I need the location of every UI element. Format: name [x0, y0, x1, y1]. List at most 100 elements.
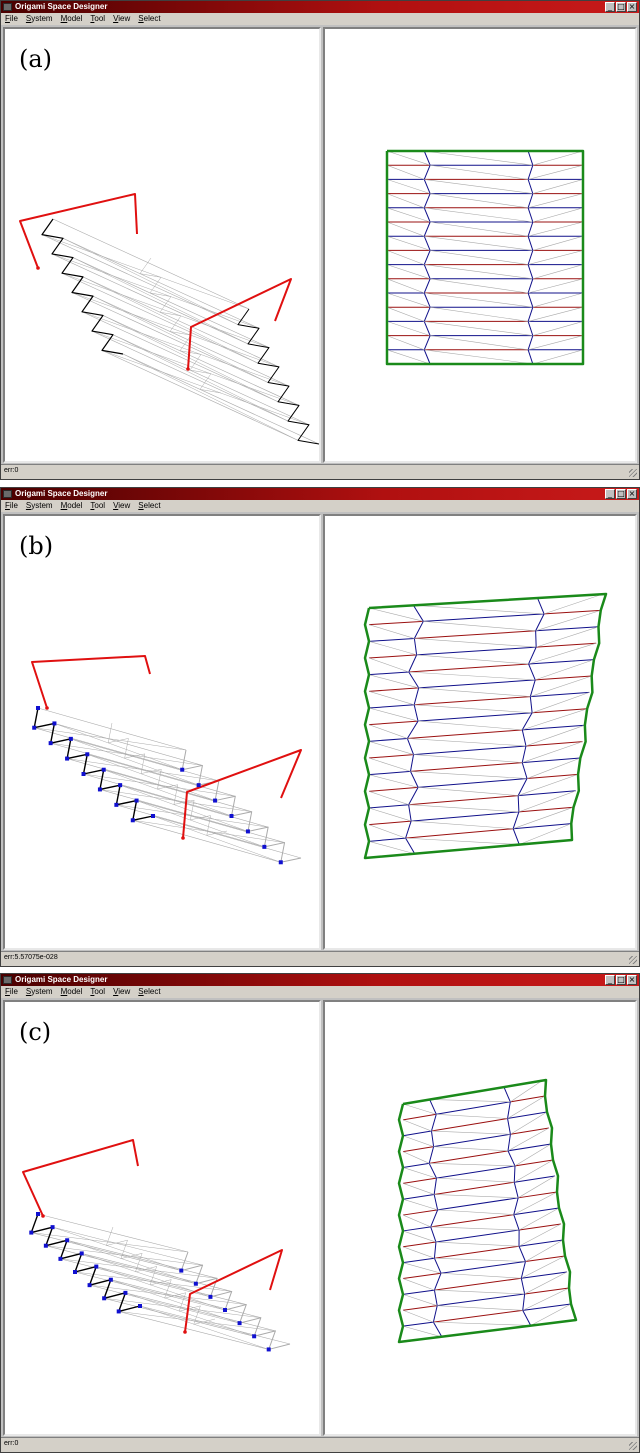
- crease-pattern-pane[interactable]: [323, 514, 637, 950]
- selected-vertex[interactable]: [138, 1304, 142, 1308]
- selected-vertex[interactable]: [87, 1283, 92, 1288]
- selected-vertex[interactable]: [278, 860, 283, 865]
- view-3d-pane[interactable]: (a): [3, 27, 321, 463]
- menu-view[interactable]: View: [109, 13, 134, 25]
- selected-vertex[interactable]: [36, 706, 40, 710]
- selected-vertex[interactable]: [43, 1243, 48, 1248]
- menu-file[interactable]: File: [1, 986, 22, 998]
- menu-select[interactable]: Select: [134, 986, 164, 998]
- folded-model-canvas[interactable]: [5, 1002, 319, 1434]
- resize-grip-icon[interactable]: [629, 469, 637, 477]
- menu-model[interactable]: Model: [57, 986, 87, 998]
- selected-vertex[interactable]: [223, 1308, 227, 1312]
- selected-vertex[interactable]: [193, 1281, 198, 1286]
- title-bar[interactable]: Origami Space Designer _ □ ×: [1, 488, 639, 500]
- menu-view[interactable]: View: [109, 986, 134, 998]
- maximize-icon[interactable]: □: [616, 2, 626, 12]
- close-icon[interactable]: ×: [627, 2, 637, 12]
- selected-vertex[interactable]: [97, 787, 102, 792]
- constraint-endpoint[interactable]: [186, 367, 190, 371]
- selected-vertex[interactable]: [48, 741, 53, 746]
- minimize-icon[interactable]: _: [605, 489, 615, 499]
- selected-vertex[interactable]: [65, 756, 70, 761]
- view-3d-pane[interactable]: (c): [3, 1000, 321, 1436]
- selected-vertex[interactable]: [65, 1238, 70, 1243]
- selected-vertex[interactable]: [29, 1230, 34, 1235]
- constraint-endpoint[interactable]: [183, 1330, 187, 1334]
- selected-vertex[interactable]: [179, 1268, 184, 1273]
- resize-grip-icon[interactable]: [629, 1442, 637, 1450]
- constraint-endpoint[interactable]: [181, 836, 185, 840]
- selected-vertex[interactable]: [108, 1277, 113, 1282]
- menu-view[interactable]: View: [109, 500, 134, 512]
- constraint-endpoint[interactable]: [36, 266, 40, 270]
- selected-vertex[interactable]: [85, 752, 90, 757]
- crease-pattern-pane[interactable]: [323, 27, 637, 463]
- selected-vertex[interactable]: [79, 1251, 84, 1256]
- selected-vertex[interactable]: [180, 767, 185, 772]
- folded-model-canvas[interactable]: [5, 516, 319, 948]
- selected-vertex[interactable]: [73, 1270, 77, 1274]
- menu-model[interactable]: Model: [57, 13, 87, 25]
- selected-vertex[interactable]: [208, 1294, 213, 1299]
- crease-pattern-canvas[interactable]: [325, 29, 635, 461]
- menu-select[interactable]: Select: [134, 13, 164, 25]
- close-icon[interactable]: ×: [627, 489, 637, 499]
- selected-vertex[interactable]: [116, 1309, 121, 1314]
- flat-fold-line: [525, 724, 585, 747]
- selected-vertex[interactable]: [68, 736, 73, 741]
- minimize-icon[interactable]: _: [605, 2, 615, 12]
- selected-vertex[interactable]: [102, 1296, 107, 1301]
- selected-vertex[interactable]: [237, 1321, 242, 1326]
- selected-vertex[interactable]: [32, 725, 37, 730]
- selected-vertex[interactable]: [262, 844, 267, 849]
- crease-pattern-pane[interactable]: [323, 1000, 637, 1436]
- menu-system[interactable]: System: [22, 13, 57, 25]
- title-bar[interactable]: Origami Space Designer _ □ ×: [1, 1, 639, 13]
- selected-vertex[interactable]: [52, 721, 57, 726]
- origami-app-icon[interactable]: [3, 3, 12, 11]
- menu-model[interactable]: Model: [57, 500, 87, 512]
- maximize-icon[interactable]: □: [616, 489, 626, 499]
- menu-tool[interactable]: Tool: [86, 500, 109, 512]
- selected-vertex[interactable]: [266, 1347, 271, 1352]
- selected-vertex[interactable]: [196, 783, 201, 788]
- resize-grip-icon[interactable]: [629, 956, 637, 964]
- origami-app-icon[interactable]: [3, 490, 12, 498]
- selected-vertex[interactable]: [114, 802, 119, 807]
- selected-vertex[interactable]: [134, 798, 139, 803]
- selected-vertex[interactable]: [118, 783, 123, 788]
- menu-select[interactable]: Select: [134, 500, 164, 512]
- selected-vertex[interactable]: [130, 818, 135, 823]
- selected-vertex[interactable]: [101, 767, 106, 772]
- selected-vertex[interactable]: [58, 1256, 63, 1261]
- constraint-endpoint[interactable]: [45, 706, 49, 710]
- menu-label-rest: ool: [94, 501, 106, 510]
- selected-vertex[interactable]: [36, 1212, 40, 1216]
- menu-file[interactable]: File: [1, 13, 22, 25]
- minimize-icon[interactable]: _: [605, 975, 615, 985]
- title-bar[interactable]: Origami Space Designer _ □ ×: [1, 974, 639, 986]
- maximize-icon[interactable]: □: [616, 975, 626, 985]
- folded-model-canvas[interactable]: [5, 29, 319, 461]
- view-3d-pane[interactable]: (b): [3, 514, 321, 950]
- origami-app-icon[interactable]: [3, 976, 12, 984]
- crease-pattern-canvas[interactable]: [325, 516, 635, 948]
- selected-vertex[interactable]: [94, 1264, 99, 1269]
- close-icon[interactable]: ×: [627, 975, 637, 985]
- selected-vertex[interactable]: [50, 1225, 55, 1230]
- constraint-endpoint[interactable]: [41, 1214, 45, 1218]
- menu-system[interactable]: System: [22, 986, 57, 998]
- crease-pattern-canvas[interactable]: [325, 1002, 635, 1434]
- menu-tool[interactable]: Tool: [86, 13, 109, 25]
- selected-vertex[interactable]: [229, 814, 234, 818]
- menu-file[interactable]: File: [1, 500, 22, 512]
- menu-system[interactable]: System: [22, 500, 57, 512]
- selected-vertex[interactable]: [252, 1334, 257, 1339]
- selected-vertex[interactable]: [213, 798, 218, 803]
- selected-vertex[interactable]: [151, 814, 155, 818]
- selected-vertex[interactable]: [123, 1290, 128, 1295]
- selected-vertex[interactable]: [245, 829, 250, 834]
- menu-tool[interactable]: Tool: [86, 986, 109, 998]
- selected-vertex[interactable]: [81, 772, 86, 776]
